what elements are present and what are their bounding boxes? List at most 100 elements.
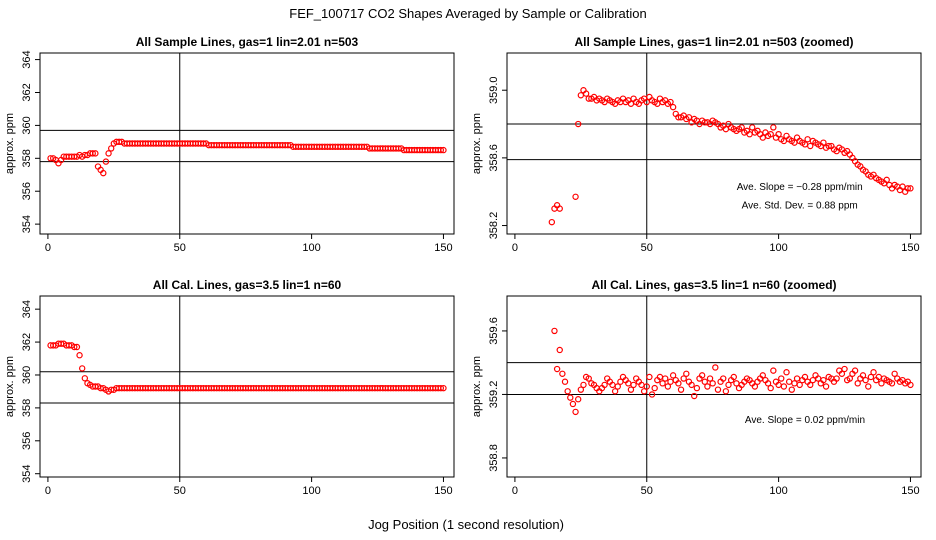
data-point	[801, 373, 809, 381]
data-point	[440, 146, 447, 154]
data-point	[611, 388, 619, 395]
data-point	[767, 130, 774, 138]
data-point	[100, 169, 107, 177]
data-point	[770, 124, 777, 131]
data-point	[793, 375, 801, 382]
y-tick-label: 356	[21, 182, 33, 200]
data-point	[749, 124, 756, 131]
data-point	[701, 378, 708, 385]
y-tick-label: 362	[21, 333, 33, 351]
data-point	[738, 124, 745, 131]
series-cal	[47, 340, 447, 395]
data-point	[846, 375, 854, 382]
data-point	[577, 386, 585, 393]
data-point	[725, 381, 732, 389]
x-tick-label: 50	[174, 485, 186, 497]
x-tick-label: 0	[45, 242, 51, 254]
panel-2: All Sample Lines, gas=1 lin=2.01 n=503 (…	[471, 35, 922, 254]
y-tick-label: 364	[21, 50, 33, 68]
series-sample-zoom	[548, 87, 914, 226]
data-point	[669, 103, 677, 111]
y-tick-label: 359.0	[488, 76, 500, 104]
data-point	[73, 343, 81, 351]
y-tick-label: 359.2	[488, 381, 500, 409]
data-point	[785, 378, 793, 385]
data-point	[888, 380, 896, 387]
data-point	[105, 150, 112, 157]
data-point	[564, 388, 571, 395]
data-point	[859, 372, 867, 379]
data-point	[891, 370, 898, 377]
figure-x-label: Jog Position (1 second resolution)	[368, 517, 564, 532]
data-point	[870, 369, 877, 376]
panels-group: All Sample Lines, gas=1 lin=2.01 n=503 ap…	[4, 35, 922, 497]
data-point	[783, 369, 790, 376]
data-point	[841, 365, 848, 373]
annotation-text: Ave. Std. Dev. = 0.88 ppm	[742, 201, 858, 212]
data-point	[569, 400, 577, 408]
y-tick-label: 364	[21, 300, 33, 318]
data-point	[667, 378, 674, 385]
data-point	[712, 364, 719, 371]
data-point	[709, 380, 716, 387]
data-point	[759, 372, 766, 379]
data-point	[577, 92, 585, 99]
data-point	[904, 185, 912, 192]
x-tick-label: 50	[641, 242, 653, 254]
data-point	[706, 375, 714, 382]
data-point	[767, 384, 774, 392]
data-point	[820, 139, 827, 146]
x-tick-label: 0	[512, 242, 518, 254]
y-tick-label: 358.6	[488, 144, 500, 172]
plot-frame	[506, 295, 922, 478]
plot-frame	[39, 52, 455, 235]
data-point	[574, 120, 582, 128]
data-point	[720, 375, 727, 382]
data-point	[722, 388, 730, 395]
data-point	[437, 146, 445, 154]
x-tick-label: 100	[769, 485, 787, 497]
panel-1: All Sample Lines, gas=1 lin=2.01 n=503 ap…	[4, 35, 455, 254]
data-point	[92, 150, 99, 157]
series-sample	[47, 138, 447, 177]
figure-title: FEF_100717 CO2 Shapes Averaged by Sample…	[289, 6, 646, 21]
data-point	[437, 384, 445, 392]
data-point	[648, 391, 656, 398]
data-point	[551, 327, 558, 335]
data-point	[867, 373, 875, 381]
data-point	[878, 380, 885, 387]
x-tick-label: 50	[174, 242, 186, 254]
data-point	[820, 376, 827, 384]
y-axis-label: approx. ppm	[4, 356, 16, 417]
data-point	[838, 370, 846, 377]
data-point	[778, 375, 785, 382]
y-axis-label: approx. ppm	[471, 356, 483, 417]
data-point	[567, 394, 574, 401]
data-point	[102, 158, 110, 165]
data-point	[822, 383, 830, 390]
x-tick-label: 100	[302, 485, 320, 497]
panel-4: All Cal. Lines, gas=3.5 lin=1 n=60 (zoom…	[471, 278, 922, 497]
annotation-text: Ave. Slope = −0.28 ppm/min	[737, 182, 863, 193]
data-point	[691, 392, 698, 400]
x-tick-label: 0	[45, 485, 51, 497]
data-point	[807, 381, 814, 389]
y-tick-label: 358	[21, 149, 33, 167]
data-point	[683, 370, 690, 377]
data-point	[780, 383, 788, 390]
data-point	[667, 98, 674, 106]
y-tick-label: 358	[21, 399, 33, 417]
data-point	[851, 367, 859, 374]
data-point	[71, 343, 78, 351]
panel-title: All Cal. Lines, gas=3.5 lin=1 n=60	[153, 278, 342, 292]
y-tick-label: 354	[21, 215, 33, 233]
data-point	[78, 365, 86, 372]
x-tick-label: 50	[641, 485, 653, 497]
data-point	[553, 365, 561, 373]
data-point	[730, 373, 737, 381]
annotation-text: Ave. Slope = 0.02 ppm/min	[745, 415, 865, 426]
series-cal-zoom	[551, 327, 914, 416]
data-point	[804, 136, 811, 143]
data-point	[796, 381, 803, 389]
